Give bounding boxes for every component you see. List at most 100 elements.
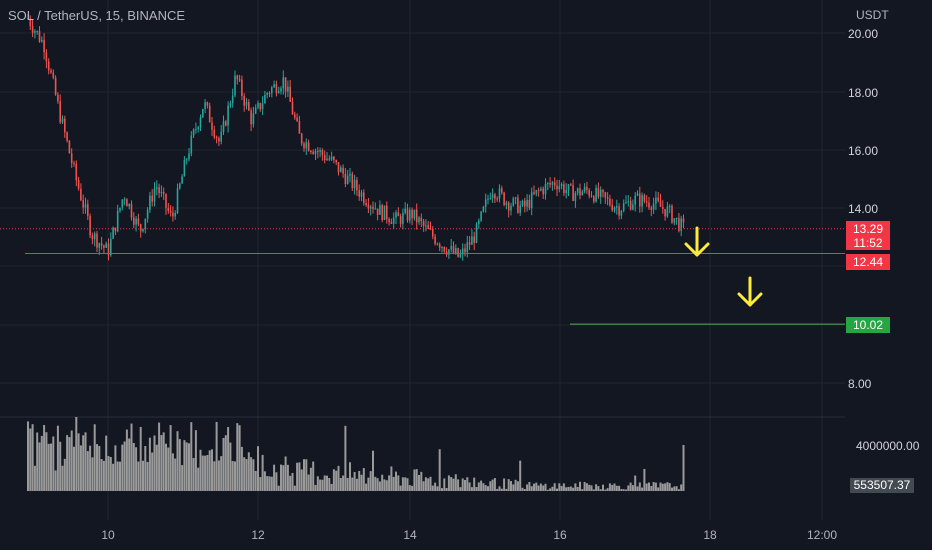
volume-bar bbox=[378, 481, 381, 491]
arrow-down-icon[interactable] bbox=[684, 226, 710, 257]
candle-body bbox=[93, 233, 96, 240]
candle-body bbox=[27, 18, 29, 20]
candle-body bbox=[519, 205, 521, 213]
volume-bar bbox=[399, 485, 402, 491]
candle-body bbox=[91, 235, 94, 240]
candle-body bbox=[537, 190, 540, 192]
candle-body bbox=[455, 248, 457, 254]
arrow-down-icon[interactable] bbox=[737, 276, 763, 307]
volume-bar bbox=[574, 483, 577, 491]
candle-body bbox=[639, 193, 641, 207]
volume-bar bbox=[344, 425, 347, 491]
candle-body bbox=[234, 75, 236, 96]
candle-body bbox=[225, 121, 227, 126]
volume-bar bbox=[183, 440, 186, 491]
volume-bar bbox=[337, 465, 340, 491]
symbol-title[interactable]: SOL / TetherUS, 15, BINANCE bbox=[8, 8, 186, 23]
candle-body bbox=[521, 200, 524, 206]
candle-body bbox=[241, 79, 243, 96]
volume-bar bbox=[358, 471, 361, 491]
volume-bar bbox=[464, 480, 466, 491]
volume-bar bbox=[284, 456, 287, 491]
candle-body bbox=[149, 195, 151, 210]
volume-bar bbox=[181, 465, 184, 491]
volume-bar bbox=[539, 483, 542, 491]
candle-body bbox=[510, 205, 512, 211]
volume-bar bbox=[500, 488, 503, 491]
candle-body bbox=[645, 201, 648, 203]
candle-body bbox=[68, 140, 71, 154]
volume-bar bbox=[107, 456, 110, 491]
volume-bar bbox=[77, 433, 80, 491]
volume-axis-label: 4000000.00 bbox=[856, 439, 920, 453]
candle-body bbox=[77, 180, 80, 189]
volume-series bbox=[27, 417, 685, 491]
candle-body bbox=[358, 190, 360, 197]
candle-body bbox=[229, 103, 232, 106]
candle-body bbox=[261, 103, 264, 110]
volume-bar bbox=[372, 450, 374, 491]
volume-bar bbox=[602, 484, 604, 491]
volume-bar bbox=[213, 461, 216, 491]
price-lines[interactable] bbox=[0, 228, 845, 325]
candle-body bbox=[153, 188, 156, 202]
candle-body bbox=[227, 105, 229, 126]
candle-body bbox=[379, 205, 381, 215]
volume-bar bbox=[590, 485, 593, 491]
candle-body bbox=[484, 199, 487, 207]
volume-bar bbox=[144, 446, 147, 491]
candle-body bbox=[126, 199, 128, 207]
candle-body bbox=[659, 200, 662, 207]
candle-body bbox=[73, 163, 75, 165]
candle-body bbox=[620, 211, 623, 216]
candle-body bbox=[326, 158, 328, 161]
candle-body bbox=[593, 196, 595, 202]
candle-body bbox=[31, 26, 34, 33]
candle-body bbox=[632, 204, 634, 210]
candle-body bbox=[604, 192, 607, 198]
candle-body bbox=[342, 167, 344, 174]
candle-body bbox=[128, 203, 130, 207]
candle-body bbox=[425, 225, 427, 227]
annotation-arrows[interactable] bbox=[684, 226, 763, 307]
volume-bar bbox=[178, 439, 181, 491]
candle-body bbox=[399, 216, 402, 224]
candle-body bbox=[650, 207, 653, 210]
volume-bar bbox=[620, 489, 623, 491]
candle-body bbox=[110, 238, 112, 256]
volume-bar bbox=[615, 485, 618, 491]
candle-body bbox=[144, 218, 147, 230]
candle-body bbox=[457, 248, 459, 257]
candle-body bbox=[215, 137, 218, 139]
volume-bar bbox=[206, 455, 209, 491]
candle-body bbox=[583, 186, 586, 192]
candle-body bbox=[208, 105, 211, 123]
volume-bar bbox=[505, 488, 508, 491]
candle-body bbox=[218, 138, 220, 142]
target-level-tag: 10.02 bbox=[846, 317, 890, 333]
candle-body bbox=[597, 187, 600, 197]
candle-body bbox=[413, 209, 416, 219]
volume-bar bbox=[648, 482, 650, 491]
candle-body bbox=[298, 120, 301, 134]
candle-body bbox=[103, 245, 105, 248]
candle-body bbox=[353, 179, 356, 189]
candle-body bbox=[372, 206, 374, 209]
candle-body bbox=[34, 31, 36, 33]
candle-body bbox=[530, 192, 533, 209]
candle-body bbox=[505, 202, 508, 205]
volume-bar bbox=[431, 485, 434, 491]
candle-body bbox=[625, 202, 627, 204]
candle-body bbox=[494, 194, 496, 199]
volume-bar bbox=[266, 476, 269, 491]
volume-bar bbox=[75, 417, 78, 491]
volume-bar bbox=[116, 461, 119, 491]
candle-body bbox=[222, 121, 225, 132]
volume-bar bbox=[493, 478, 496, 491]
volume-bar bbox=[376, 478, 379, 491]
volume-bar bbox=[510, 481, 512, 491]
volume-bar bbox=[128, 438, 131, 491]
arrow-head bbox=[684, 242, 710, 257]
